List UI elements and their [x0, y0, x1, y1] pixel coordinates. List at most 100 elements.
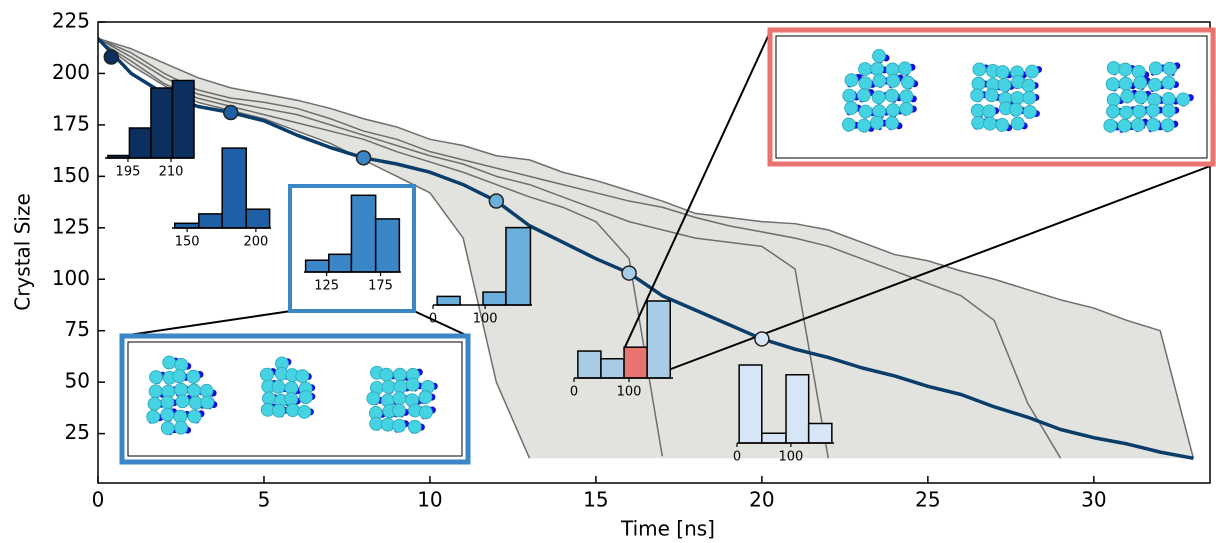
atom-c: [286, 404, 299, 417]
mean-marker: [489, 194, 503, 208]
atom-c: [296, 370, 309, 383]
atom-c: [857, 119, 870, 132]
y-axis-label: Crystal Size: [11, 193, 35, 311]
atom-c: [971, 89, 984, 102]
atom-c: [148, 397, 161, 410]
histogram-bar: [647, 301, 670, 378]
atom-c: [161, 422, 174, 435]
atom-c: [298, 405, 311, 418]
histogram-bar: [351, 195, 375, 272]
atom-c: [381, 418, 394, 431]
histogram-bar: [329, 254, 352, 272]
atom-c: [272, 404, 285, 417]
atom-c: [1022, 79, 1035, 92]
atom-c: [188, 384, 201, 397]
atom-c: [1107, 105, 1120, 118]
x-tick-label: 20: [749, 488, 774, 512]
y-tick-label: 50: [65, 369, 90, 393]
histogram-bar: [624, 347, 647, 378]
atom-c: [985, 89, 998, 102]
atom-c: [1133, 105, 1146, 118]
figure: Time [ns] Crystal Size 05101520253025507…: [0, 0, 1216, 543]
histogram-bar: [437, 296, 460, 305]
atom-c: [394, 380, 407, 393]
x-tick-label: 30: [1081, 488, 1106, 512]
atom-c: [1023, 91, 1036, 104]
atom-c: [173, 370, 186, 383]
atom-c: [176, 395, 189, 408]
histogram-bar: [376, 219, 400, 272]
atom-c: [1107, 93, 1120, 106]
atom-c: [187, 370, 200, 383]
atom-c: [899, 62, 912, 75]
y-tick-label: 175: [52, 111, 90, 135]
atom-c: [1162, 92, 1175, 105]
y-tick-label: 150: [52, 163, 90, 187]
x-tick-label: 100: [473, 312, 498, 327]
atom-c: [1161, 119, 1174, 132]
atom-c: [1010, 103, 1023, 116]
x-tick-label: 0: [570, 385, 578, 400]
histogram-bar: [578, 351, 601, 378]
atom-c: [163, 356, 176, 369]
atom-c: [886, 63, 899, 76]
atom-c: [983, 117, 996, 130]
atom-c: [873, 105, 886, 118]
y-tick-label: 75: [65, 317, 90, 341]
histogram-bar: [246, 209, 269, 228]
atom-c: [859, 63, 872, 76]
y-tick-label: 225: [52, 9, 90, 33]
atom-c: [1011, 91, 1024, 104]
histogram-bar: [199, 214, 222, 228]
atom-c: [175, 383, 188, 396]
mean-marker: [755, 332, 769, 346]
atom-c: [1147, 118, 1160, 131]
atom-c: [873, 49, 886, 62]
atom-c: [857, 89, 870, 102]
x-axis-label: Time [ns]: [620, 517, 715, 541]
atom-c: [419, 406, 432, 419]
histogram-bar: [129, 128, 151, 158]
atom-c: [367, 392, 380, 405]
atom-c: [885, 89, 898, 102]
atom-c: [998, 79, 1011, 92]
atom-c: [842, 118, 855, 131]
atom-c: [900, 102, 913, 115]
atom-c: [299, 391, 312, 404]
atom-c: [901, 76, 914, 89]
x-tick-label: 150: [175, 235, 200, 250]
atom-c: [200, 384, 213, 397]
atom-c: [996, 66, 1009, 79]
atom-c: [382, 380, 395, 393]
connector: [414, 311, 468, 336]
x-tick-label: 5: [258, 488, 271, 512]
atom-c: [972, 77, 985, 90]
atom-c: [272, 380, 285, 393]
atom-c: [972, 116, 985, 129]
atom-c: [859, 105, 872, 118]
atom-c: [1177, 93, 1190, 106]
atom-c: [147, 410, 160, 423]
atom-c: [983, 105, 996, 118]
y-tick-label: 100: [52, 266, 90, 290]
atom-c: [887, 74, 900, 87]
x-tick-label: 25: [915, 488, 940, 512]
atom-c: [1148, 78, 1161, 91]
atom-c: [885, 116, 898, 129]
atom-c: [150, 371, 163, 384]
atom-c: [1146, 104, 1159, 117]
atom-c: [1023, 105, 1036, 118]
atom-c: [1118, 119, 1131, 132]
histogram-bar: [809, 424, 832, 444]
atom-c: [845, 74, 858, 87]
atom-c: [887, 104, 900, 117]
atom-c: [845, 102, 858, 115]
atom-c: [370, 417, 383, 430]
atom-c: [175, 421, 188, 434]
atom-c: [1106, 78, 1119, 91]
mean-marker: [357, 151, 371, 165]
atom-c: [1163, 62, 1176, 75]
atom-c: [1134, 76, 1147, 89]
histogram-bar: [483, 292, 506, 305]
atom-c: [201, 396, 214, 409]
